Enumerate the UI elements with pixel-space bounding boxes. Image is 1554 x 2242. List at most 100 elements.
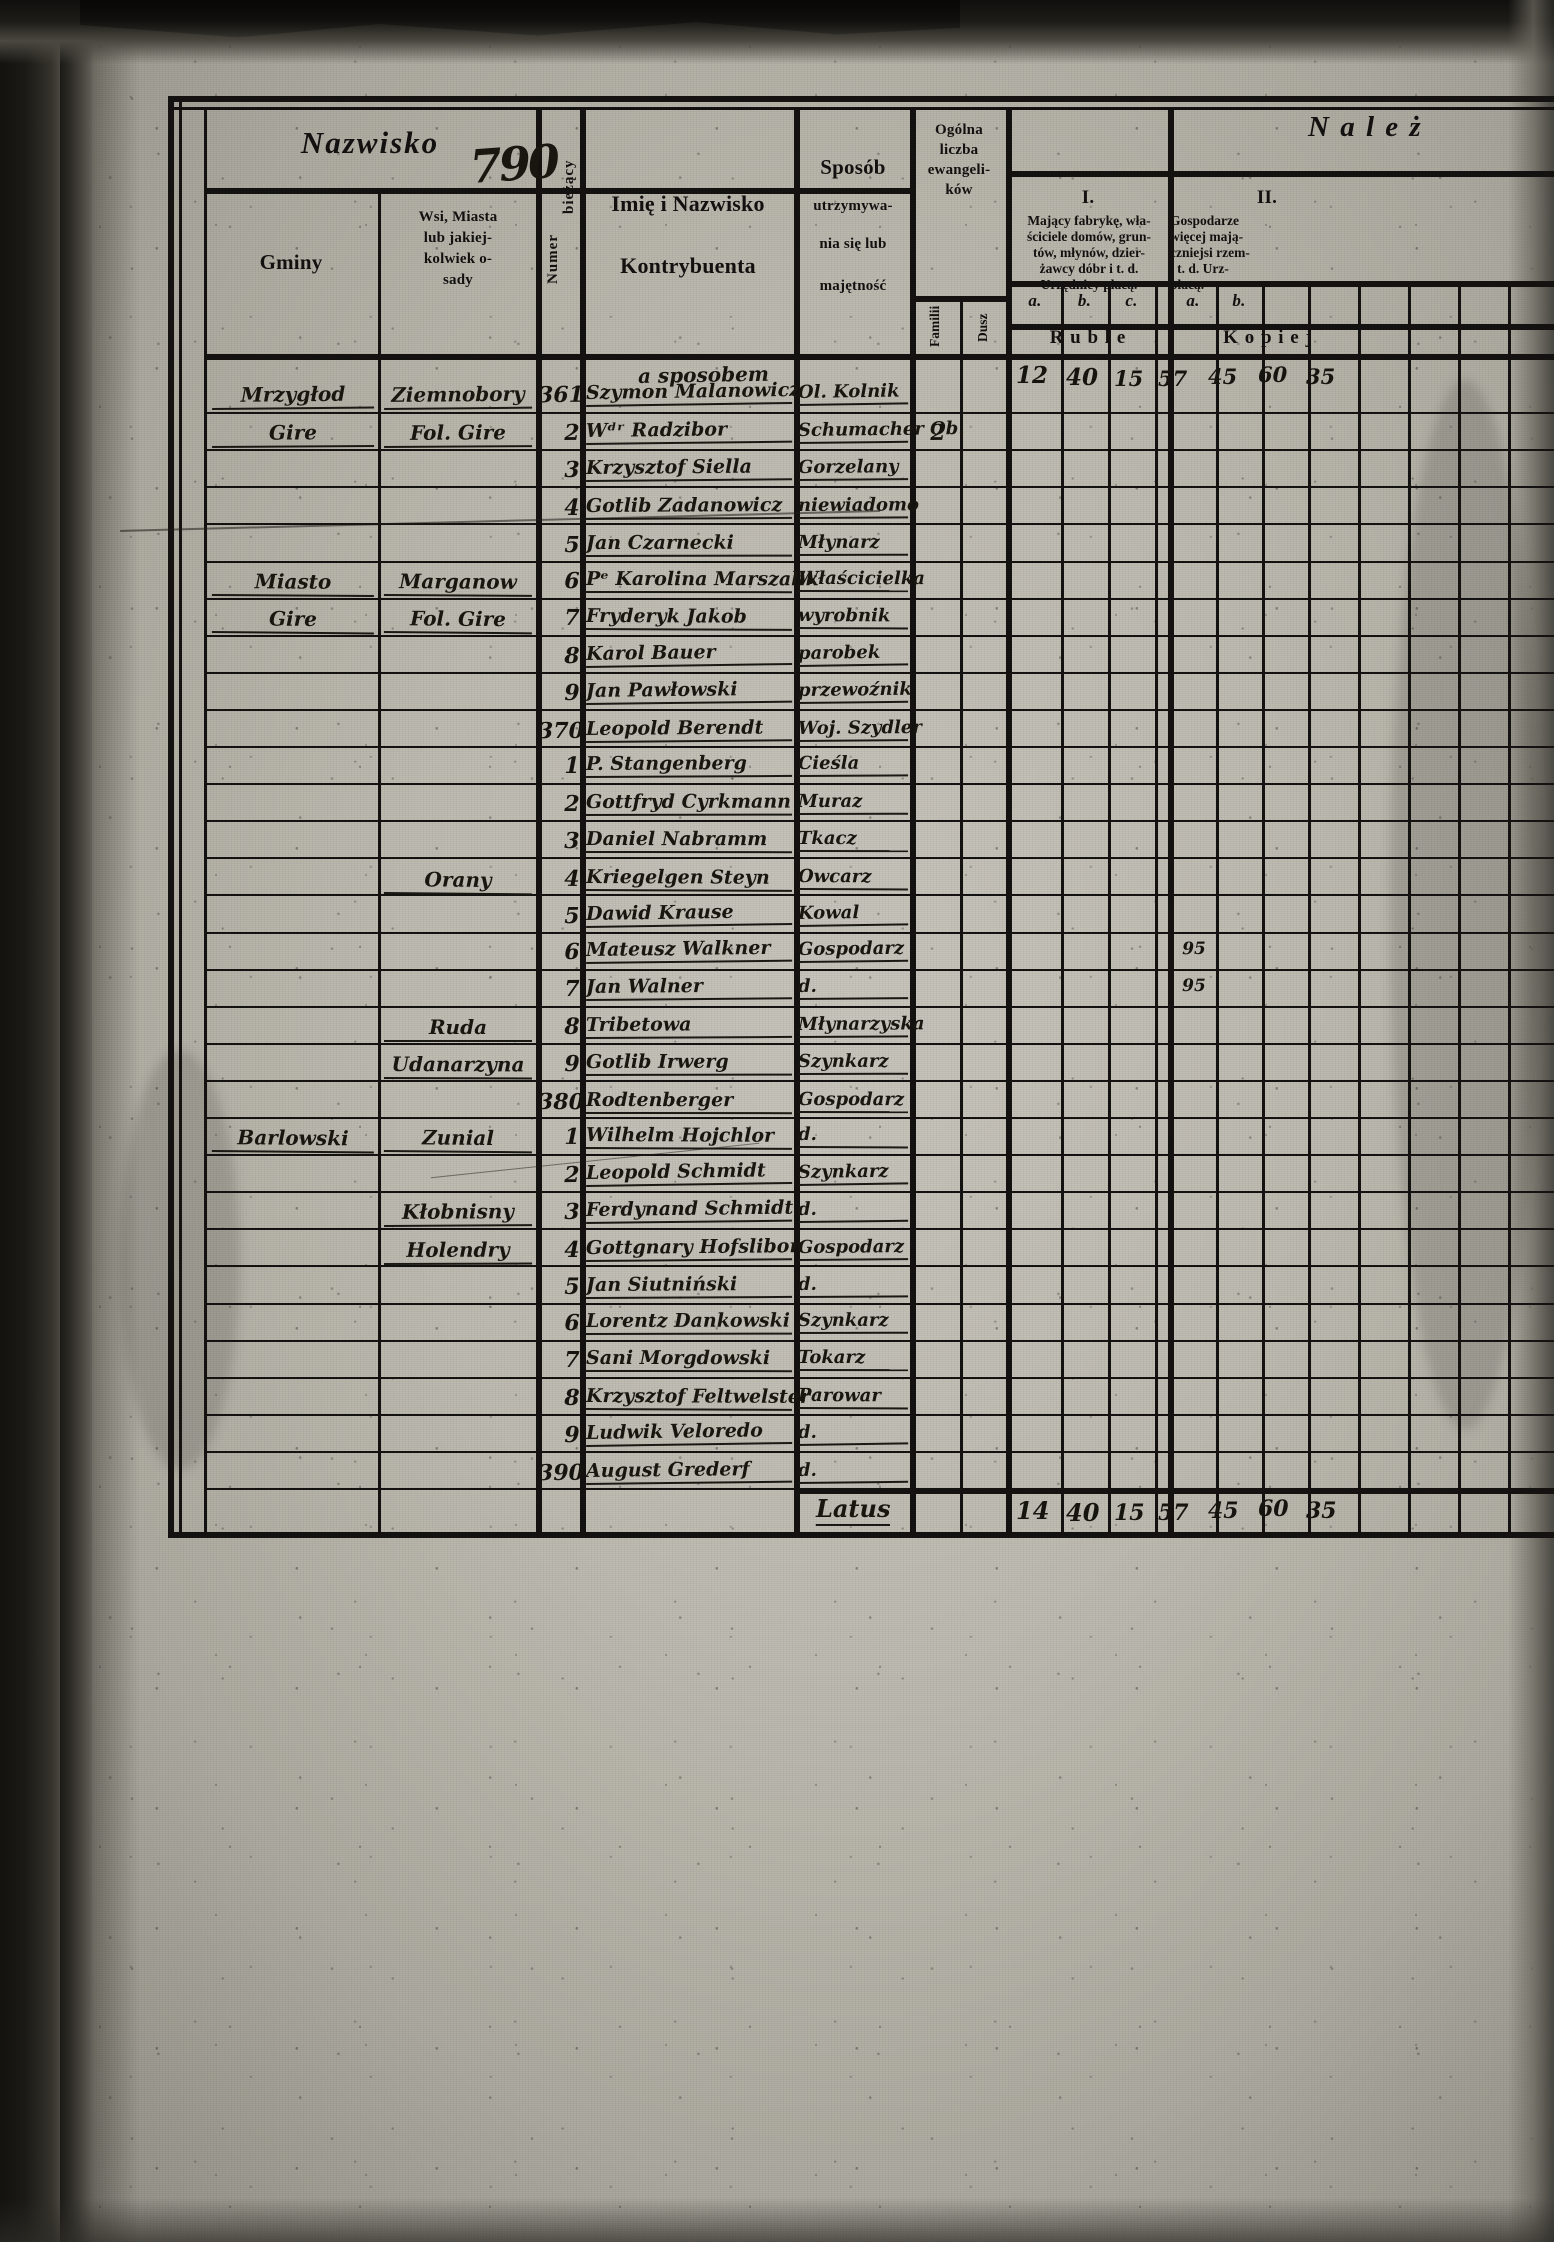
table-row-rule	[204, 1450, 1554, 1453]
header-class-I-l3: tów, młynów, dzier-	[1033, 245, 1145, 260]
table-row-rule	[204, 1228, 1554, 1231]
header-group-naleznosc: N a l e ż	[1308, 111, 1423, 143]
cell-name: Sani Morgdowski	[585, 1347, 793, 1373]
cell-occupation: Gospodarz	[797, 1088, 909, 1114]
cell-occupation: Szynkarz	[797, 1309, 909, 1334]
table-row-rule	[204, 1042, 1554, 1045]
header-class-II-l4: i t. d. Urz-	[1170, 261, 1229, 276]
cell-gmina: Gire	[211, 419, 375, 448]
cell-wies: Fol. Gire	[383, 419, 533, 448]
rule-h-header-bottom	[204, 354, 1554, 360]
table-row-rule	[204, 1413, 1554, 1416]
rule-v-class-split	[1168, 107, 1174, 1532]
cell-name: Gotlib Irwerg	[585, 1050, 793, 1077]
table-row-rule	[204, 1079, 1554, 1082]
cell-occupation: Właścicielka	[797, 567, 925, 592]
cell-occupation: wyrobnik	[797, 605, 909, 630]
cell-name: August Grederf	[585, 1457, 793, 1485]
cell-name: Tribetowa	[585, 1012, 793, 1039]
table-row-rule	[204, 894, 1554, 897]
cell-occupation: parobek	[797, 641, 909, 667]
rule-v-familii-dusz	[960, 296, 963, 1532]
rule-v-II-b	[1262, 281, 1265, 1532]
header-sub-b: b.	[1077, 291, 1092, 310]
header-class-II-l1: Gospodarze	[1170, 213, 1239, 228]
table-border-bottom	[168, 1532, 1554, 1538]
cell-occupation: d.	[797, 1458, 909, 1484]
header-col-sposob-l3: nia się lub	[819, 236, 887, 252]
rule-v-ogolna-naleznosc	[1006, 107, 1012, 1532]
header-class-I-l4: żawcy dóbr i t. d.	[1039, 261, 1139, 276]
header-class-II-l3: czniejsi rzem-	[1170, 245, 1250, 260]
header-class-II-l2: więcej mają-	[1170, 229, 1244, 244]
rule-h-total-top	[794, 1488, 1554, 1494]
rule-v-I-a	[1061, 281, 1064, 1532]
table-row-rule	[204, 820, 1554, 823]
cell-name: Lorentz Dankowski	[585, 1309, 793, 1335]
header-col-sposob: Sposób	[820, 155, 886, 179]
rule-v-sposob-ogolna	[910, 107, 916, 1532]
table-row-rule	[204, 597, 1554, 600]
table-border-top-inner	[174, 107, 1554, 110]
header-class-II-l5: płacą.	[1170, 277, 1205, 292]
cell-wies: Kłobnisny	[383, 1199, 533, 1228]
cell-name: Ludwik Veloredo	[585, 1419, 793, 1448]
header-col-wsi-line2: lub jakiej-	[423, 230, 493, 246]
header-col-numer: Numer	[545, 234, 561, 284]
right-page-edge-shadow	[1508, 0, 1554, 2242]
cell-name: Leopold Berendt	[585, 716, 793, 743]
table-row-rule	[204, 1154, 1554, 1157]
header-sub-b2: b.	[1232, 291, 1246, 310]
table-row-rule	[204, 968, 1554, 971]
table-row-rule	[204, 523, 1554, 526]
cell-name: Krzysztof Feltwelster	[585, 1384, 810, 1411]
cell-name: Jan Siutniński	[585, 1273, 793, 1300]
binding-shadow	[60, 0, 140, 2242]
cell-numer: 361	[537, 381, 585, 409]
table-row-rule	[204, 449, 1554, 452]
header-col-ogolna-l1: Ogólna	[935, 122, 983, 138]
table-row-rule	[204, 1117, 1554, 1119]
cell-wies: Holendry	[383, 1237, 533, 1265]
header-col-ogolna-l2: liczba	[939, 142, 979, 158]
rule-h-naleznosc-bottom	[1006, 171, 1554, 177]
cell-occupation: Ol. Kolnik	[797, 380, 909, 406]
header-sub-a: a.	[1028, 291, 1042, 310]
cell-numer: 390	[537, 1459, 585, 1487]
table-row-rule	[204, 1376, 1554, 1379]
cell-occupation: niewiadomo	[797, 494, 919, 519]
cell-occupation: Tkacz	[797, 828, 909, 853]
header-col-sposob-l4: majętność	[819, 278, 887, 294]
table-row-rule	[204, 412, 1554, 415]
rule-h-nazwisko-bottom	[204, 188, 910, 194]
cell-occupation: d.	[797, 1197, 909, 1224]
rule-v-gminy-wsi	[378, 188, 381, 1532]
total-v7: 35	[1306, 1498, 1337, 1524]
cell-name: Karol Bauer	[585, 639, 793, 668]
rule-v-III-b	[1408, 281, 1411, 1532]
header-col-ogolna-l3: ewangeli-	[927, 162, 991, 178]
total-v2: 40	[1066, 1498, 1100, 1527]
header-sub-a2: a.	[1186, 291, 1200, 310]
rule-v-I-b	[1108, 281, 1111, 1532]
cell-occupation: d.	[797, 1420, 909, 1447]
rule-v-outer2	[204, 107, 207, 1532]
rule-v-imie-sposob	[794, 107, 800, 1532]
cell-occupation: Kowal	[797, 901, 909, 928]
carry-ruble-6: 60	[1258, 362, 1288, 387]
cell-occupation: Gorzelany	[797, 456, 909, 482]
cell-wies: Zunial	[383, 1125, 533, 1154]
cell-occupation: Owcarz	[797, 865, 909, 891]
table-row-rule	[204, 486, 1554, 489]
rule-v-III-a	[1358, 281, 1361, 1532]
table-row-rule	[204, 1302, 1554, 1305]
cell-name: Gottgnary Hofslibor	[585, 1235, 800, 1262]
rule-v-IV-a	[1508, 281, 1511, 1532]
cell-occupation: Muraz	[797, 790, 909, 815]
cell-class-II-b: 95	[1182, 976, 1206, 997]
cell-wies: Marganow	[383, 568, 533, 597]
table-row-rule	[204, 560, 1554, 563]
cell-numer: 5	[564, 1274, 580, 1301]
cell-name: Szymon Malanowicz	[585, 379, 800, 407]
total-v4: 57	[1158, 1500, 1189, 1526]
